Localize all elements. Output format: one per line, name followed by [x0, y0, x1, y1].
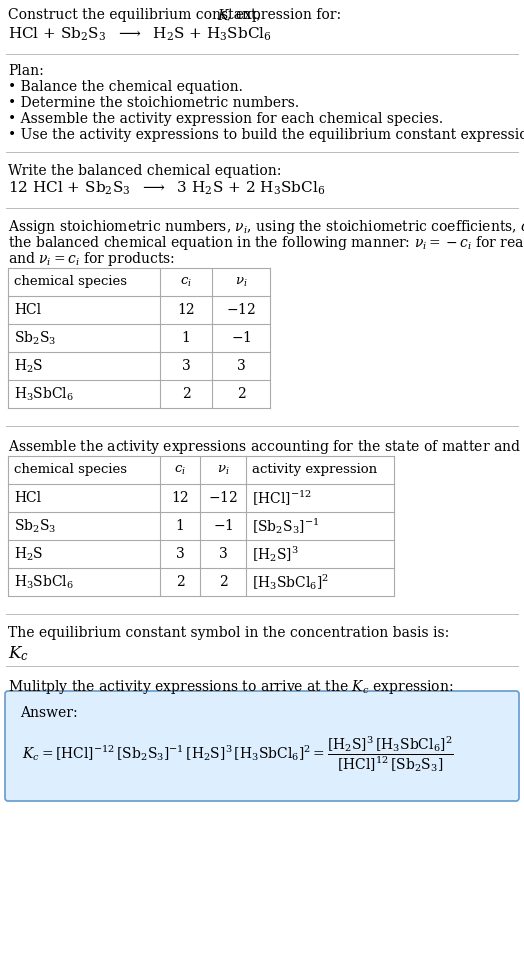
Text: 2: 2: [237, 387, 245, 401]
Text: Sb$_2$S$_3$: Sb$_2$S$_3$: [14, 330, 56, 347]
Text: • Use the activity expressions to build the equilibrium constant expression.: • Use the activity expressions to build …: [8, 128, 524, 142]
Text: $-$12: $-$12: [208, 490, 238, 505]
Text: H$_3$SbCl$_6$: H$_3$SbCl$_6$: [14, 385, 74, 403]
Text: HCl + Sb$_2$S$_3$  $\longrightarrow$  H$_2$S + H$_3$SbCl$_6$: HCl + Sb$_2$S$_3$ $\longrightarrow$ H$_2…: [8, 26, 272, 43]
Text: $c_i$: $c_i$: [174, 463, 186, 477]
Text: Assemble the activity expressions accounting for the state of matter and $\nu_i$: Assemble the activity expressions accoun…: [8, 438, 524, 456]
Text: the balanced chemical equation in the following manner: $\nu_i = -c_i$ for react: the balanced chemical equation in the fo…: [8, 234, 524, 252]
Text: chemical species: chemical species: [14, 276, 127, 288]
Text: Write the balanced chemical equation:: Write the balanced chemical equation:: [8, 164, 281, 178]
Text: Construct the equilibrium constant,: Construct the equilibrium constant,: [8, 8, 265, 22]
Text: Mulitply the activity expressions to arrive at the $K_c$ expression:: Mulitply the activity expressions to arr…: [8, 678, 453, 696]
Text: 3: 3: [176, 547, 184, 561]
Text: $\nu_i$: $\nu_i$: [217, 463, 230, 477]
Text: H$_2$S: H$_2$S: [14, 545, 43, 563]
Text: $\nu_i$: $\nu_i$: [235, 276, 247, 288]
Text: , expression for:: , expression for:: [227, 8, 341, 22]
Text: 2: 2: [219, 575, 227, 589]
Text: activity expression: activity expression: [252, 463, 377, 477]
Text: • Balance the chemical equation.: • Balance the chemical equation.: [8, 80, 243, 94]
Text: 12: 12: [171, 491, 189, 505]
Text: The equilibrium constant symbol in the concentration basis is:: The equilibrium constant symbol in the c…: [8, 626, 449, 640]
Text: $-$1: $-$1: [213, 519, 233, 533]
Text: chemical species: chemical species: [14, 463, 127, 477]
Text: H$_3$SbCl$_6$: H$_3$SbCl$_6$: [14, 574, 74, 591]
Text: 1: 1: [176, 519, 184, 533]
Text: $[\mathrm{H_3SbCl_6}]^{2}$: $[\mathrm{H_3SbCl_6}]^{2}$: [252, 572, 329, 592]
Text: 3: 3: [237, 359, 245, 373]
Text: 3: 3: [182, 359, 190, 373]
Text: 2: 2: [176, 575, 184, 589]
Text: $K_c$: $K_c$: [8, 644, 29, 663]
Text: $K_c = [\mathrm{HCl}]^{-12}\,[\mathrm{Sb_2S_3}]^{-1}\,[\mathrm{H_2S}]^{3}\,[\mat: $K_c = [\mathrm{HCl}]^{-12}\,[\mathrm{Sb…: [22, 734, 454, 774]
Text: $K$: $K$: [217, 8, 230, 23]
Text: Sb$_2$S$_3$: Sb$_2$S$_3$: [14, 517, 56, 534]
Text: 12: 12: [177, 303, 195, 317]
Text: • Assemble the activity expression for each chemical species.: • Assemble the activity expression for e…: [8, 112, 443, 126]
Text: Plan:: Plan:: [8, 64, 43, 78]
Text: HCl: HCl: [14, 303, 41, 317]
Text: Answer:: Answer:: [20, 706, 78, 720]
Text: $c_i$: $c_i$: [180, 276, 192, 288]
Text: $[\mathrm{Sb_2S_3}]^{-1}$: $[\mathrm{Sb_2S_3}]^{-1}$: [252, 516, 319, 536]
Text: Assign stoichiometric numbers, $\nu_i$, using the stoichiometric coefficients, $: Assign stoichiometric numbers, $\nu_i$, …: [8, 218, 524, 236]
Text: and $\nu_i = c_i$ for products:: and $\nu_i = c_i$ for products:: [8, 250, 175, 268]
Text: $-$12: $-$12: [226, 303, 256, 317]
Text: 12 HCl + Sb$_2$S$_3$  $\longrightarrow$  3 H$_2$S + 2 H$_3$SbCl$_6$: 12 HCl + Sb$_2$S$_3$ $\longrightarrow$ 3…: [8, 180, 325, 197]
Text: 3: 3: [219, 547, 227, 561]
Text: HCl: HCl: [14, 491, 41, 505]
Text: $[\mathrm{HCl}]^{-12}$: $[\mathrm{HCl}]^{-12}$: [252, 488, 312, 507]
Text: 1: 1: [181, 331, 190, 345]
Text: • Determine the stoichiometric numbers.: • Determine the stoichiometric numbers.: [8, 96, 299, 110]
Text: $[\mathrm{H_2S}]^{3}$: $[\mathrm{H_2S}]^{3}$: [252, 544, 299, 564]
Text: 2: 2: [182, 387, 190, 401]
FancyBboxPatch shape: [5, 691, 519, 801]
Text: $-$1: $-$1: [231, 331, 252, 346]
Text: H$_2$S: H$_2$S: [14, 357, 43, 375]
